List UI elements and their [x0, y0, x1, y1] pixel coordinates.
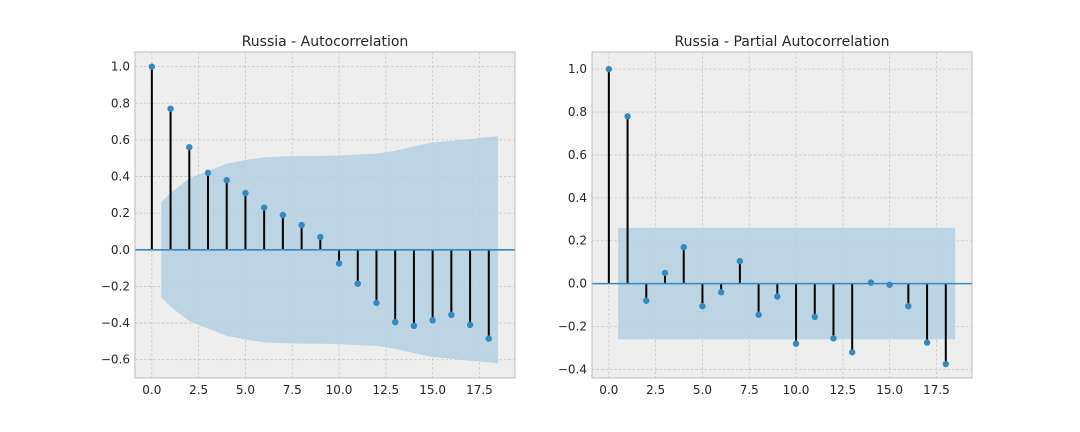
pacf-point-lag-11: [811, 313, 818, 321]
acf-x-tick-label: 12.5: [372, 383, 399, 397]
pacf-point-lag-14: [867, 279, 875, 286]
acf-point-lag-14: [410, 322, 418, 330]
pacf-x-tick-label: 5.0: [693, 383, 712, 397]
pacf-y-tick-label: 0.2: [568, 234, 587, 248]
acf-point-lag-16: [448, 311, 455, 319]
acf-y-tick-label: 0.8: [111, 96, 130, 110]
acf-x-tick-label: 17.5: [466, 383, 493, 397]
pacf-point-lag-0: [605, 65, 613, 73]
acf-point-lag-0: [148, 63, 156, 70]
pacf-point-lag-7: [736, 257, 744, 265]
pacf-point-lag-8: [755, 311, 762, 318]
acf-point-lag-4: [223, 177, 230, 184]
pacf-y-tick-label: 1.0: [568, 62, 587, 76]
acf-y-tick-label: 1.0: [111, 60, 130, 74]
pacf-y-tick-label: 0.0: [568, 277, 587, 291]
acf-y-tick-label: −0.4: [101, 316, 130, 330]
acf-point-lag-1: [167, 105, 174, 112]
acf-y-tick-label: 0.6: [111, 133, 130, 147]
acf-point-lag-2: [186, 144, 193, 151]
pacf-point-lag-10: [792, 340, 800, 347]
acf-x-tick-label: 7.5: [283, 383, 302, 397]
pacf-point-lag-3: [661, 269, 669, 277]
pacf-point-lag-2: [643, 297, 650, 304]
acf-point-lag-5: [242, 189, 249, 197]
pacf-x-tick-label: 0.0: [599, 383, 618, 397]
acf-x-tick-label: 5.0: [236, 383, 255, 397]
acf-point-lag-18: [485, 335, 492, 342]
acf-y-tick-label: −0.6: [101, 353, 130, 367]
acf-point-lag-12: [373, 299, 380, 307]
pacf-point-lag-16: [905, 302, 912, 310]
acf-point-lag-8: [298, 221, 305, 229]
acf-x-tick-label: 0.0: [142, 383, 161, 397]
acf-axes-frame: [134, 51, 516, 379]
acf-point-lag-6: [260, 204, 268, 211]
pacf-x-tick-label: 17.5: [923, 383, 950, 397]
pacf-point-lag-15: [886, 281, 893, 288]
acf-title: Russia - Autocorrelation: [242, 34, 409, 50]
acf-panel: Russia - Autocorrelation 0.0 2.5 5.0 7.5 10.…: [101, 34, 516, 397]
acf-point-lag-15: [429, 317, 436, 324]
pacf-y-tick-label: −0.2: [558, 320, 587, 334]
acf-point-lag-7: [279, 211, 287, 219]
pacf-x-tick-label: 7.5: [740, 383, 759, 397]
acf-point-lag-10: [335, 260, 343, 267]
pacf-title: Russia - Partial Autocorrelation: [674, 34, 889, 50]
acf-point-lag-13: [391, 318, 399, 326]
acf-x-tick-label: 10.0: [326, 383, 353, 397]
acf-point-lag-9: [317, 233, 324, 241]
acf-y-tick-label: −0.2: [101, 279, 130, 293]
pacf-point-lag-18: [942, 360, 949, 368]
acf-x-tick-label: 2.5: [189, 383, 208, 397]
pacf-x-tick-label: 2.5: [646, 383, 665, 397]
acf-x-tick-label: 15.0: [419, 383, 446, 397]
pacf-point-lag-9: [774, 293, 781, 300]
pacf-x-tick-label: 10.0: [783, 383, 810, 397]
pacf-point-lag-12: [830, 335, 837, 342]
pacf-x-tick-label: 15.0: [876, 383, 903, 397]
pacf-y-tick-label: −0.4: [558, 362, 587, 376]
pacf-y-tick-label: 0.4: [568, 191, 587, 205]
pacf-point-lag-13: [848, 349, 856, 356]
acf-point-lag-11: [354, 280, 361, 287]
pacf-x-tick-label: 12.5: [829, 383, 856, 397]
acf-y-tick-label: 0.0: [111, 243, 130, 257]
pacf-point-lag-5: [699, 302, 706, 310]
acf-point-lag-17: [466, 321, 474, 329]
pacf-point-lag-4: [680, 243, 687, 251]
acf-y-tick-label: 0.4: [111, 170, 130, 184]
pacf-panel: Russia - Partial Autocorrelation 0.0 2.5 5…: [558, 34, 973, 397]
acf-y-tick-label: 0.2: [111, 206, 130, 220]
pacf-point-lag-1: [624, 113, 631, 120]
pacf-point-lag-6: [717, 289, 725, 296]
pacf-y-tick-label: 0.6: [568, 148, 587, 162]
acf-point-lag-3: [204, 169, 212, 177]
pacf-axes-frame: [591, 51, 973, 379]
pacf-point-lag-17: [923, 339, 931, 346]
pacf-y-tick-label: 0.8: [568, 105, 587, 119]
